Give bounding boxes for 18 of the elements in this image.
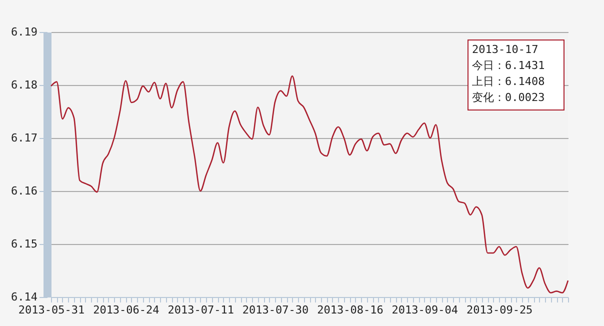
y-tick-label: 6.16 (11, 184, 38, 198)
y-tick-label: 6.17 (11, 132, 38, 144)
x-tick-label: 2013-07-11 (168, 304, 234, 316)
annotation: 今日：6.1431 (472, 59, 545, 72)
y-tick-label: 6.15 (11, 238, 38, 250)
x-tick-label: 2013-09-25 (466, 304, 533, 316)
x-tick-label: 2013-09-04 (392, 304, 458, 316)
annotation: 2013-10-17 (472, 43, 538, 56)
annotation: 变化：0.0023 (472, 91, 545, 104)
x-tick-label: 2013-06-24 (93, 304, 160, 316)
annotation: 上日：6.1408 (472, 75, 545, 88)
y-tick-label: 6.19 (11, 26, 38, 38)
y-tick-label: 6.18 (11, 78, 38, 92)
y-tick-label: 6.14 (11, 290, 38, 304)
x-tick-label: 2013-05-31 (18, 304, 85, 316)
x-tick-label: 2013-07-30 (242, 304, 309, 316)
x-tick-label: 2013-08-16 (317, 304, 384, 316)
line-series (50, 75, 569, 294)
